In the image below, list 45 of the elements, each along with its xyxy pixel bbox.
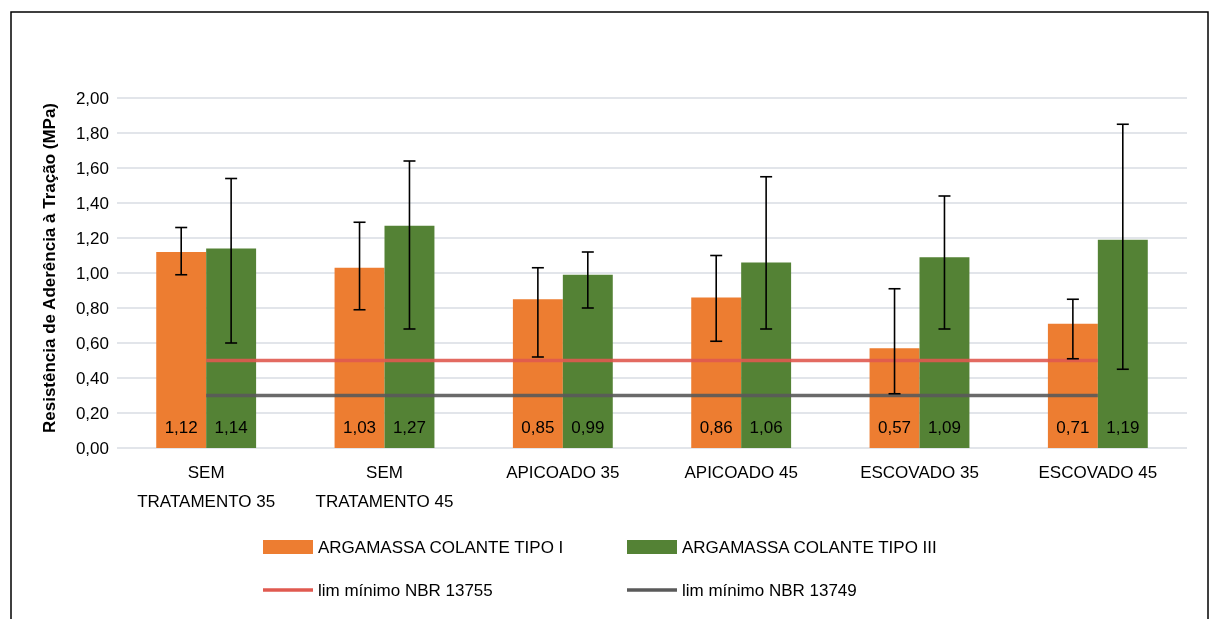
x-tick-label: ESCOVADO 45 — [1038, 463, 1158, 482]
data-label: 0,71 — [1056, 418, 1090, 437]
data-label: 1,14 — [214, 418, 248, 437]
y-tick-label: 1,80 — [75, 123, 109, 143]
legend-label: lim mínimo NBR 13749 — [682, 581, 857, 600]
bar — [1047, 323, 1098, 448]
bar — [1097, 239, 1148, 448]
x-tick-label: ESCOVADO 35 — [860, 463, 979, 482]
bar — [156, 252, 207, 448]
y-tick-label: 1,00 — [75, 263, 109, 283]
x-tick-label: SEM TRATAMENTO 45 — [315, 463, 454, 511]
x-tick-label: SEM TRATAMENTO 35 — [137, 463, 276, 511]
bar — [206, 248, 257, 448]
bar — [562, 274, 613, 448]
data-label: 1,03 — [342, 418, 377, 437]
bar — [691, 297, 742, 448]
bar — [919, 257, 970, 448]
data-label: 1,12 — [164, 418, 198, 437]
y-tick-label: 1,60 — [75, 158, 109, 178]
y-axis-title: Resistência de Aderência à Tração (MPa) — [40, 102, 59, 434]
legend-label: ARGAMASSA COLANTE TIPO III — [682, 538, 937, 557]
data-label: 1,09 — [927, 418, 962, 437]
bar — [512, 299, 563, 448]
y-tick-label: 1,40 — [75, 193, 109, 213]
y-tick-label: 2,00 — [75, 88, 109, 108]
data-label: 0,85 — [521, 418, 555, 437]
x-tick-label: APICOADO 45 — [684, 463, 798, 482]
data-label: 1,19 — [1106, 418, 1140, 437]
y-tick-label: 0,00 — [75, 438, 109, 458]
y-tick-label: 0,80 — [75, 298, 109, 318]
data-label: 0,57 — [877, 418, 912, 437]
legend-label: lim mínimo NBR 13755 — [318, 581, 493, 600]
data-label: 1,27 — [392, 418, 427, 437]
data-label: 0,99 — [571, 418, 605, 437]
bar — [384, 225, 435, 448]
y-tick-label: 0,40 — [75, 368, 109, 388]
bar — [741, 262, 792, 448]
bar — [334, 267, 385, 448]
x-tick-label: APICOADO 35 — [506, 463, 620, 482]
data-label: 1,06 — [749, 418, 783, 437]
y-tick-label: 0,20 — [75, 403, 109, 423]
y-tick-label: 1,20 — [75, 228, 109, 248]
legend-label: ARGAMASSA COLANTE TIPO I — [318, 538, 564, 557]
y-tick-label: 0,60 — [75, 333, 109, 353]
data-label: 0,86 — [699, 418, 733, 437]
